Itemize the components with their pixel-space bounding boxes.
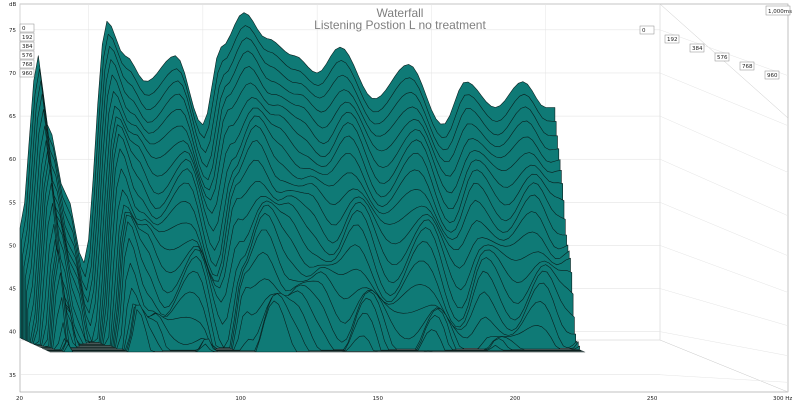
- time-max-label: 1,000ms: [768, 9, 792, 15]
- x-tick-label: 50: [98, 396, 105, 402]
- time-label-left: 576: [22, 53, 33, 59]
- x-tick-label: 300 Hz: [773, 396, 792, 402]
- x-tick-label: 150: [373, 396, 384, 402]
- axis-ticks: 35 40 45 50 55 60 65 70 75 20 50 100 150 200 250 300 Hz: [9, 28, 792, 402]
- time-label-box: [19, 50, 35, 60]
- x-tick-label: 200: [510, 396, 521, 402]
- grid-line: [659, 288, 789, 326]
- y-tick-label: 65: [9, 114, 16, 120]
- y-tick-label: 50: [9, 243, 16, 249]
- grid-line: [659, 331, 789, 356]
- time-label-box: [714, 52, 730, 62]
- y-tick-label: 45: [9, 287, 16, 293]
- time-label-box: [664, 34, 680, 44]
- waterfall-slice: [48, 293, 584, 352]
- time-label-diagonal: 768: [742, 64, 753, 70]
- grid-line: [659, 245, 789, 293]
- x-tick-label: 20: [16, 396, 23, 402]
- time-label-diagonal: 384: [692, 46, 703, 52]
- x-tick-label: 100: [235, 396, 246, 402]
- time-label-box: [19, 41, 35, 51]
- chart-title: Waterfall: [376, 6, 424, 20]
- time-label-box: [639, 25, 655, 35]
- time-labels: 0 0 192 192 384 384 576 576 768 768 960 960 1,000ms: [19, 5, 792, 80]
- time-label-left: 384: [22, 44, 33, 50]
- time-label-diagonal: 960: [767, 73, 778, 79]
- time-label-left: 960: [22, 71, 33, 77]
- waterfall-slice: [49, 300, 586, 353]
- waterfall-slices: [19, 12, 586, 353]
- waterfall-slice: [45, 290, 582, 351]
- grid-line: [659, 202, 789, 257]
- grid-line: [659, 374, 789, 383]
- time-label-box: [19, 32, 35, 42]
- time-label-diagonal: 576: [717, 55, 728, 61]
- time-label-box: [764, 70, 780, 80]
- y-tick-label: 70: [9, 71, 16, 77]
- chart-subtitle: Listening Postion L no treatment: [314, 18, 486, 32]
- y-tick-label: 75: [9, 28, 16, 34]
- y-axis-label: dB: [9, 2, 16, 8]
- time-label-diagonal: 0: [642, 28, 646, 34]
- time-label-box: [19, 68, 35, 78]
- y-tick-label: 55: [9, 200, 16, 206]
- time-label-box: [739, 61, 755, 71]
- time-label-box: [19, 23, 35, 33]
- grid-line: [659, 72, 789, 126]
- x-tick-label: 250: [647, 396, 658, 402]
- grid-line: [659, 115, 789, 173]
- time-label-left: 192: [22, 35, 33, 41]
- time-label-box: [19, 59, 35, 69]
- y-tick-label: 40: [9, 330, 16, 336]
- time-label-left: 768: [22, 62, 33, 68]
- time-max-box: [765, 5, 791, 16]
- y-tick-label: 35: [9, 373, 16, 379]
- time-label-box: [689, 43, 705, 53]
- time-label-diagonal: 192: [667, 37, 678, 43]
- y-tick-label: 60: [9, 157, 16, 163]
- grid-line: [659, 158, 789, 217]
- depth-edge-bottom: [659, 339, 789, 393]
- time-label-left: 0: [22, 26, 26, 32]
